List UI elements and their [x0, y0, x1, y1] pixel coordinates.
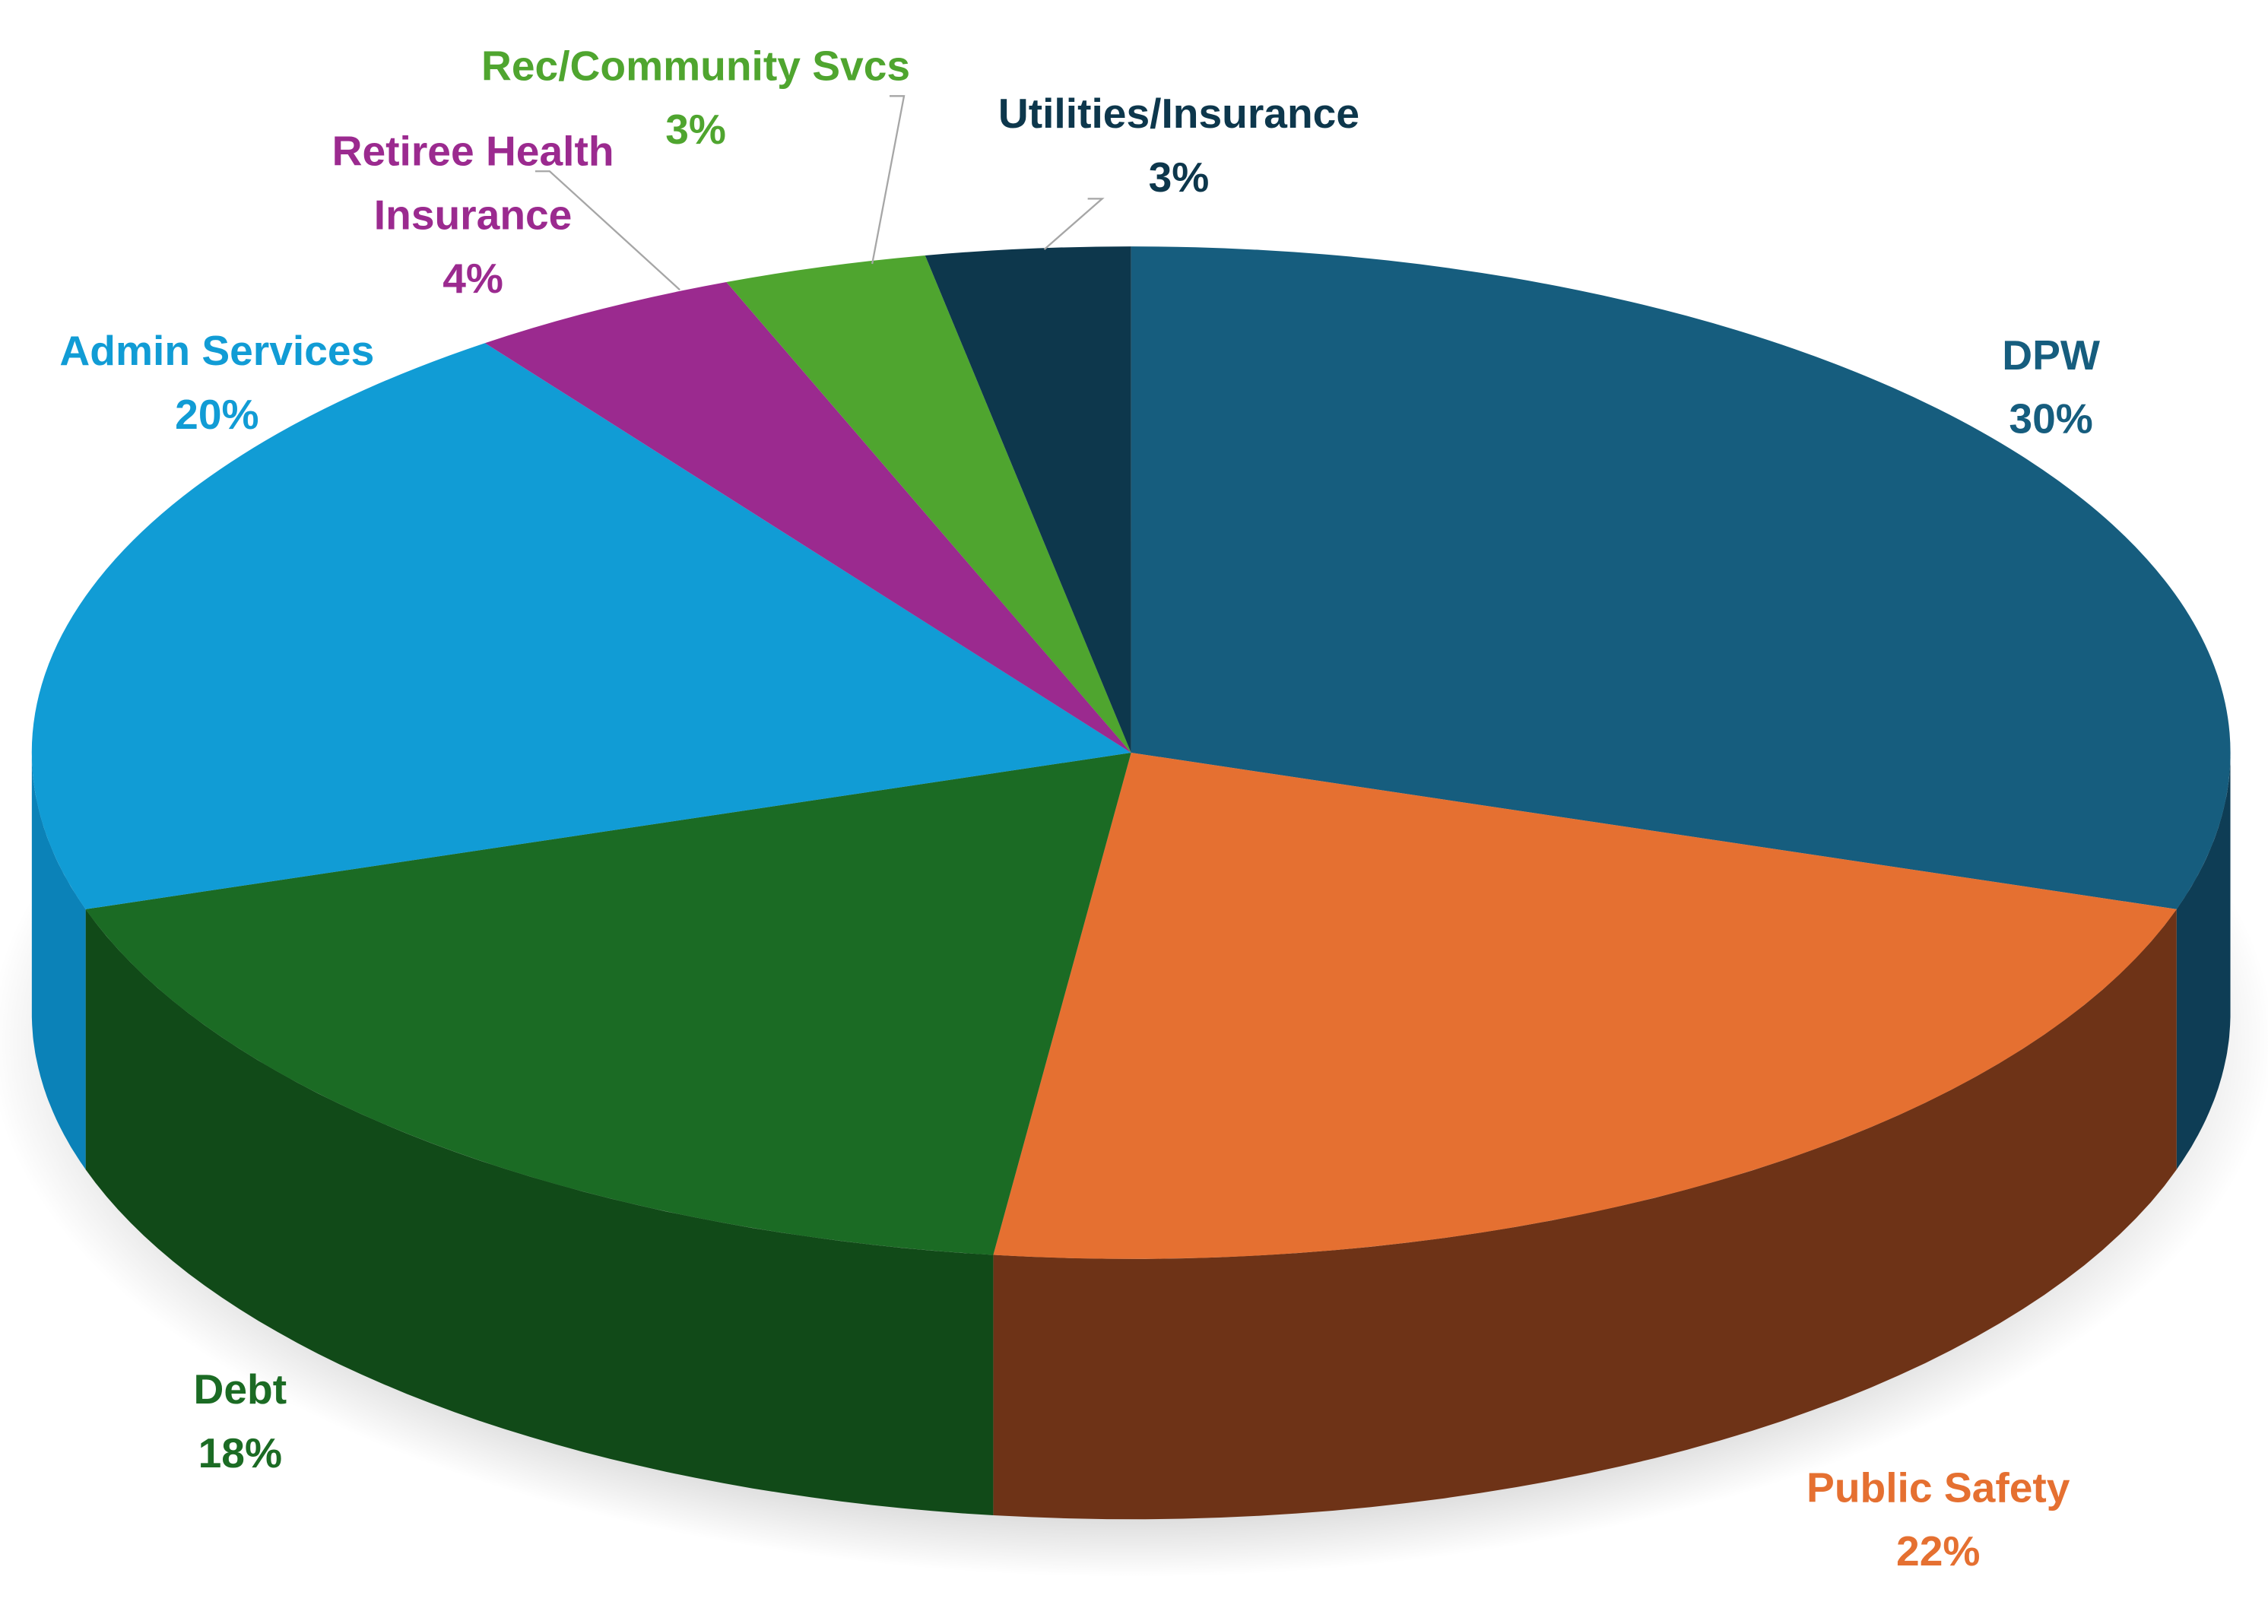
data-label-category: Utilities/Insurance	[998, 90, 1359, 137]
pie-side-debt	[85, 909, 994, 1515]
data-label-category: Admin Services	[59, 327, 374, 374]
data-label-category: Public Safety	[1806, 1464, 2070, 1511]
data-label-category: Retiree Health	[332, 128, 614, 175]
pie-slice-retiree-health-insurance	[484, 281, 1131, 753]
data-label-category: Debt	[194, 1365, 287, 1413]
data-label-percent: 20%	[175, 391, 259, 438]
pie-slice-debt	[85, 753, 1131, 1255]
data-label-percent: 3%	[665, 106, 726, 153]
leader-line	[1043, 198, 1105, 250]
data-label-category: Insurance	[374, 191, 573, 238]
pie-slice-admin-services	[31, 343, 1131, 909]
pie-slice-rec-community-svcs	[726, 255, 1131, 753]
pie-side-dpw	[2176, 753, 2231, 1170]
pie-slice-utilities-insurance	[925, 246, 1131, 753]
pie-slice-dpw	[1131, 246, 2231, 909]
data-label-percent: 3%	[1149, 154, 1210, 201]
data-label-percent: 30%	[2009, 395, 2092, 442]
leader-line	[534, 170, 680, 291]
data-label-category: Rec/Community Svcs	[481, 42, 910, 89]
pie-slice-public-safety	[993, 753, 2177, 1259]
pie-side-public-safety	[993, 909, 2177, 1520]
data-label-percent: 4%	[442, 255, 503, 302]
data-label-percent: 18%	[198, 1429, 282, 1477]
pie-side-admin-services	[31, 753, 86, 1170]
data-label-category: DPW	[2002, 331, 2100, 379]
leader-line	[871, 95, 906, 265]
data-label-percent: 22%	[1896, 1527, 1980, 1575]
